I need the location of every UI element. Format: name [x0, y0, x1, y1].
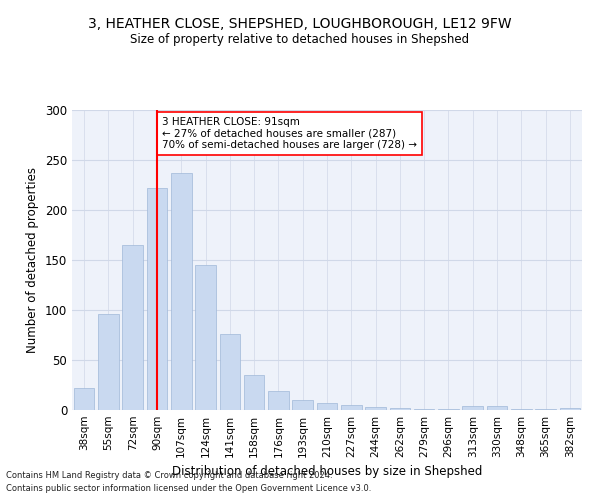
Bar: [487, 406, 508, 410]
Bar: [195, 265, 216, 410]
Bar: [98, 314, 119, 410]
Y-axis label: Number of detached properties: Number of detached properties: [26, 167, 40, 353]
Bar: [292, 400, 313, 410]
Bar: [341, 405, 362, 410]
Text: 3, HEATHER CLOSE, SHEPSHED, LOUGHBOROUGH, LE12 9FW: 3, HEATHER CLOSE, SHEPSHED, LOUGHBOROUGH…: [88, 18, 512, 32]
Bar: [122, 245, 143, 410]
Bar: [365, 407, 386, 410]
Bar: [560, 408, 580, 410]
Bar: [438, 409, 459, 410]
Text: 3 HEATHER CLOSE: 91sqm
← 27% of detached houses are smaller (287)
70% of semi-de: 3 HEATHER CLOSE: 91sqm ← 27% of detached…: [162, 117, 417, 150]
Bar: [511, 409, 532, 410]
Bar: [389, 408, 410, 410]
Text: Size of property relative to detached houses in Shepshed: Size of property relative to detached ho…: [130, 32, 470, 46]
Bar: [171, 173, 191, 410]
Bar: [463, 406, 483, 410]
Bar: [244, 375, 265, 410]
Bar: [146, 188, 167, 410]
Bar: [268, 391, 289, 410]
Text: Contains HM Land Registry data © Crown copyright and database right 2024.: Contains HM Land Registry data © Crown c…: [6, 470, 332, 480]
Bar: [220, 334, 240, 410]
Bar: [74, 388, 94, 410]
Bar: [414, 409, 434, 410]
Bar: [317, 403, 337, 410]
X-axis label: Distribution of detached houses by size in Shepshed: Distribution of detached houses by size …: [172, 466, 482, 478]
Bar: [535, 409, 556, 410]
Text: Contains public sector information licensed under the Open Government Licence v3: Contains public sector information licen…: [6, 484, 371, 493]
